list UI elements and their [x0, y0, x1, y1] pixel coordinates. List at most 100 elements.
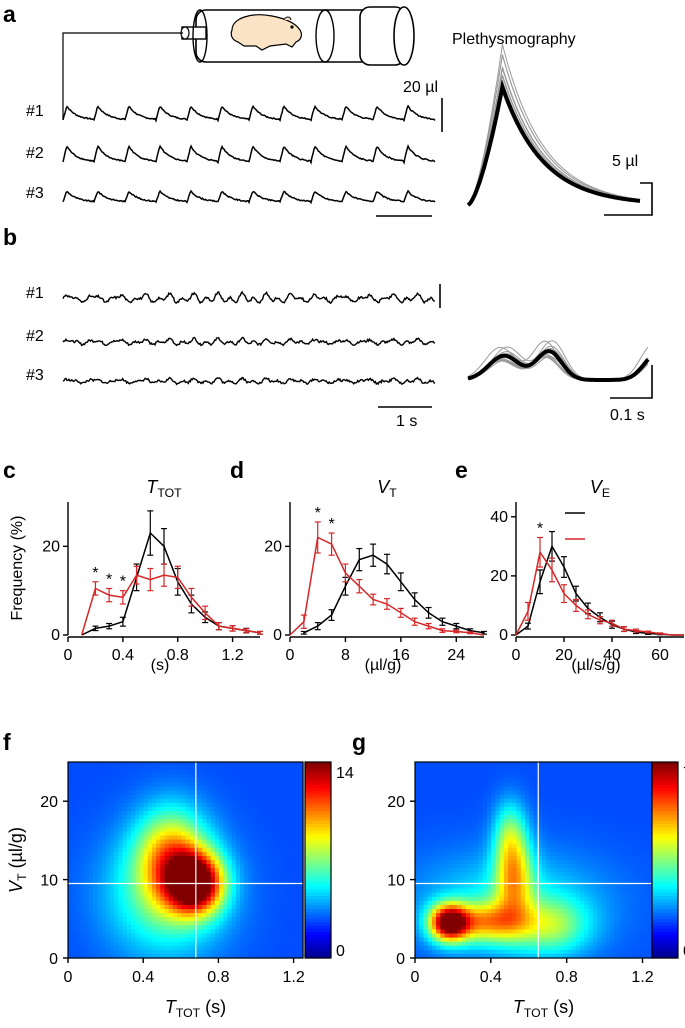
heatmap-cell — [431, 880, 437, 886]
heatmap-cell — [189, 949, 195, 955]
heatmap-cell — [118, 904, 124, 910]
heatmap-cell — [423, 925, 429, 931]
heatmap-cell — [93, 896, 98, 902]
heatmap-cell — [143, 941, 149, 947]
heatmap-cell — [563, 847, 568, 853]
heatmap-cell — [298, 913, 304, 918]
heatmap-cell — [286, 790, 292, 796]
heatmap-cell — [181, 847, 187, 853]
heatmap-cell — [227, 864, 233, 869]
heatmap-cell — [252, 851, 258, 857]
heatmap-cell — [448, 855, 454, 861]
heatmap-cell — [550, 892, 556, 898]
heatmap-cell — [516, 786, 522, 792]
heatmap-cell — [516, 937, 522, 943]
heatmap-cell — [503, 762, 509, 767]
heatmap-cell — [525, 790, 530, 796]
heatmap-cell — [277, 909, 283, 914]
heatmap-cell — [126, 945, 132, 951]
heatmap-cell — [436, 884, 441, 890]
heatmap-cell — [431, 794, 437, 800]
heatmap-cell — [269, 937, 275, 943]
heatmap-cell — [139, 823, 145, 828]
heatmap-cell — [550, 851, 556, 857]
heatmap-cell — [286, 913, 292, 918]
heatmap-cell — [68, 839, 73, 845]
heatmap-cell — [244, 851, 250, 857]
heatmap-cell — [93, 819, 98, 824]
heatmap-cell — [105, 778, 111, 784]
heatmap-cell — [210, 851, 216, 857]
heatmap-cell — [554, 802, 560, 808]
heatmap-cell — [84, 872, 90, 877]
heatmap-cell — [470, 925, 475, 931]
heatmap-cell — [491, 933, 497, 939]
heatmap-cell — [508, 913, 513, 918]
heatmap-cell — [210, 802, 216, 808]
heatmap-cell — [269, 900, 275, 906]
heatmap-cell — [273, 872, 279, 877]
heatmap-cell — [147, 904, 153, 910]
heatmap-cell — [177, 921, 182, 926]
heatmap-cell — [126, 953, 132, 959]
heatmap-cell — [185, 937, 191, 943]
heatmap-cell — [151, 823, 157, 828]
heatmap-cell — [189, 888, 195, 894]
heatmap-cell — [470, 815, 475, 820]
heatmap-cell — [231, 904, 237, 910]
heatmap-cell — [546, 904, 552, 910]
heatmap-cell — [114, 851, 119, 857]
x-axis-label-d: (µl/g) — [365, 657, 402, 674]
heatmap-cell — [436, 921, 441, 926]
heatmap-cell — [465, 774, 471, 779]
heatmap-cell — [533, 762, 539, 767]
heatmap-cell — [298, 782, 304, 788]
heatmap-cell — [227, 949, 233, 955]
heatmap-cell — [491, 839, 497, 845]
heatmap-cell — [470, 831, 475, 837]
heatmap-cell — [423, 937, 429, 943]
heatmap-cell — [164, 811, 170, 816]
heatmap-cell — [122, 909, 128, 914]
heatmap-cell — [499, 864, 505, 869]
heatmap-cell — [503, 864, 509, 869]
heatmap-cell — [512, 847, 518, 853]
heatmap-cell — [516, 860, 522, 865]
heatmap-cell — [126, 860, 132, 865]
heatmap-cell — [235, 839, 241, 845]
heatmap-cell — [181, 880, 187, 886]
heatmap-cell — [206, 864, 212, 869]
heatmap-cell — [282, 913, 287, 918]
heatmap-cell — [563, 929, 568, 935]
heatmap-cell — [139, 847, 145, 853]
heatmap-cell — [431, 823, 437, 828]
heatmap-cell — [444, 815, 450, 820]
colorbar-cell — [305, 941, 331, 946]
heatmap-cell — [575, 831, 581, 837]
heatmap-cell — [415, 945, 420, 951]
heatmap-cell — [147, 778, 153, 784]
heatmap-cell — [118, 786, 124, 792]
heatmap-cell — [533, 831, 539, 837]
heatmap-cell — [261, 855, 266, 861]
heatmap-cell — [118, 774, 124, 779]
heatmap-cell — [256, 802, 262, 808]
heatmap-cell — [97, 929, 103, 935]
colorbar-cell — [305, 768, 331, 773]
heatmap-cell — [72, 851, 77, 857]
heatmap-cell — [118, 909, 124, 914]
heatmap-cell — [210, 782, 216, 788]
heatmap-cell — [214, 827, 220, 833]
heatmap-cell — [105, 786, 111, 792]
heatmap-cell — [219, 806, 224, 812]
heatmap-cell — [431, 806, 437, 812]
heatmap-cell — [516, 766, 522, 771]
heatmap-cell — [114, 778, 119, 784]
heatmap-cell — [109, 868, 115, 873]
colorbar-cell — [305, 918, 331, 923]
heatmap-cell — [68, 819, 73, 824]
heatmap-cell — [168, 802, 174, 808]
heatmap-cell — [265, 909, 271, 914]
heatmap-cell — [72, 941, 77, 947]
heatmap-cell — [537, 827, 543, 833]
